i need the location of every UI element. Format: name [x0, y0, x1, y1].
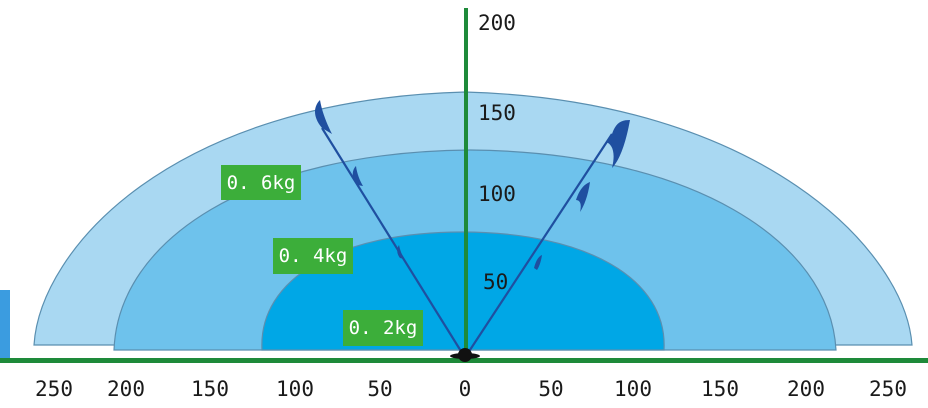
vertical-tick-labels: 200 150 100 50 [478, 11, 516, 294]
right-arrowhead-inner [534, 255, 542, 270]
right-arrowhead-outer [606, 120, 630, 168]
horizontal-tick-label: 50 [538, 377, 563, 401]
vertical-tick-label: 100 [478, 182, 516, 206]
side-bar [0, 290, 10, 362]
horizontal-tick-label: 200 [787, 377, 825, 401]
left-arrowhead-inner [397, 245, 404, 259]
left-trajectory [321, 127, 465, 357]
horizontal-tick-label: 200 [107, 377, 145, 401]
vertical-tick-label: 150 [478, 101, 516, 125]
horizontal-tick-labels: 250 200 150 100 50 0 50 100 150 200 250 [35, 377, 907, 401]
zone-label-outer-text: 0. 6kg [227, 172, 296, 194]
left-arrowhead-outer [315, 100, 332, 134]
zone-label-middle-text: 0. 4kg [279, 245, 348, 267]
right-trajectory [465, 133, 613, 357]
zone-label-middle: 0. 4kg [273, 238, 353, 274]
horizontal-tick-label: 50 [367, 377, 392, 401]
horizontal-tick-label: 250 [35, 377, 73, 401]
right-arrowhead-middle [576, 182, 590, 212]
vertical-tick-label: 50 [483, 270, 508, 294]
horizontal-tick-label: 0 [459, 377, 472, 401]
zone-label-inner: 0. 2kg [343, 310, 423, 346]
vertical-tick-label: 200 [478, 11, 516, 35]
horizontal-tick-label: 150 [191, 377, 229, 401]
horizontal-tick-label: 150 [701, 377, 739, 401]
left-arrowhead-middle [352, 166, 363, 186]
origin-marker [450, 348, 480, 362]
zone-label-inner-text: 0. 2kg [349, 317, 418, 339]
vertical-axis [464, 8, 468, 360]
horizontal-tick-label: 250 [869, 377, 907, 401]
horizontal-tick-label: 100 [614, 377, 652, 401]
trajectory-group [315, 100, 630, 357]
zone-label-outer: 0. 6kg [221, 165, 301, 200]
horizontal-tick-label: 100 [276, 377, 314, 401]
